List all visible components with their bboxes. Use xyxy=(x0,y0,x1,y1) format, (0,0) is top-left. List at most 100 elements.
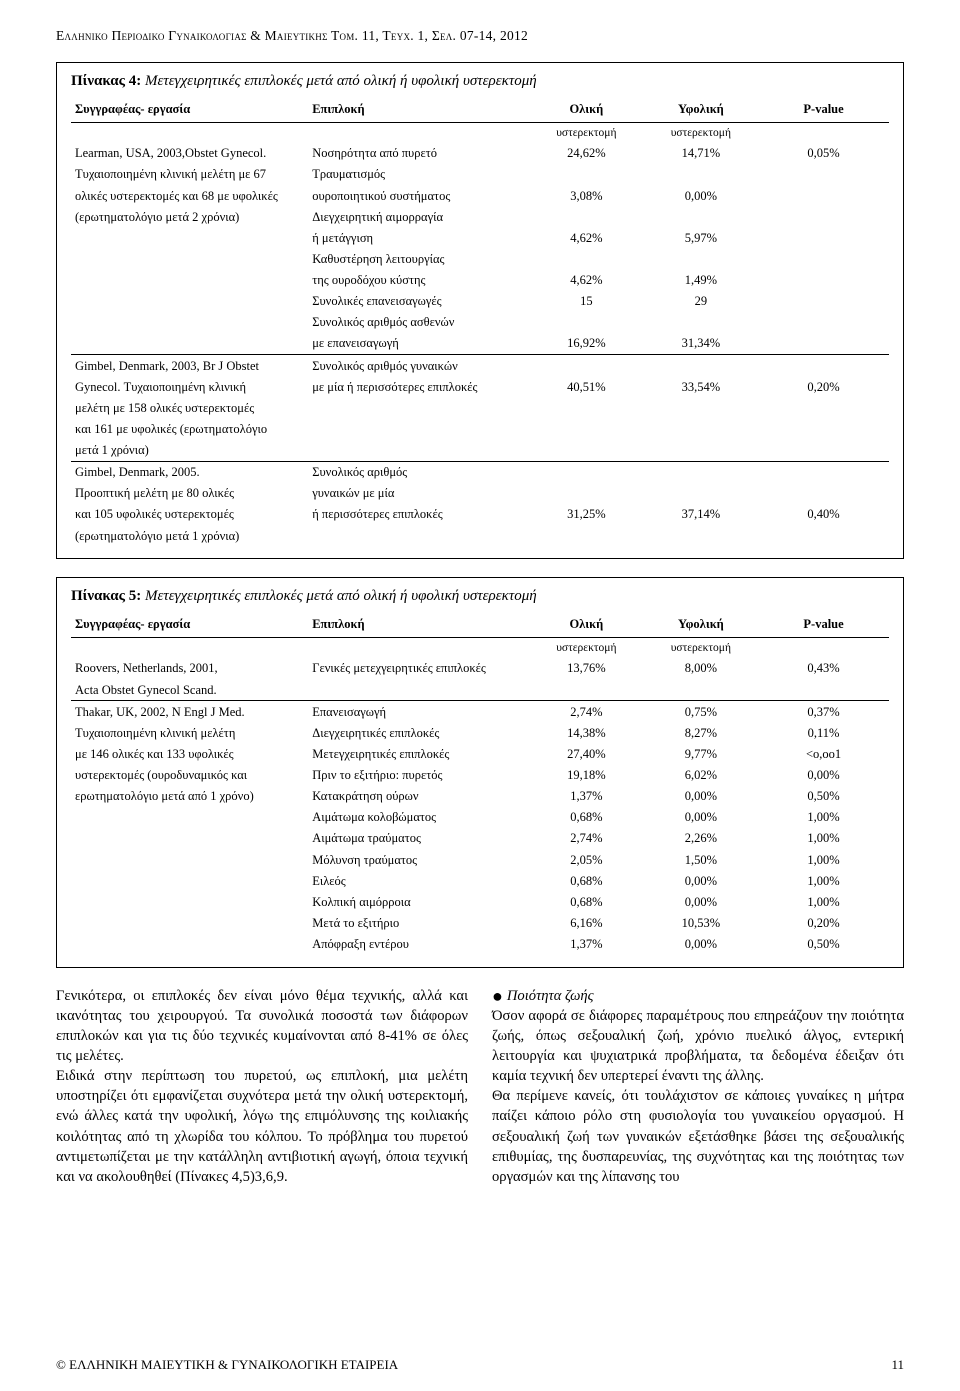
table-cell: 6,16% xyxy=(529,912,644,933)
table-cell: 8,00% xyxy=(644,658,759,679)
table-cell xyxy=(758,440,889,462)
table-cell: ουροποιητικού συστήματος xyxy=(308,185,529,206)
table-cell: Κολπική αιμόρροια xyxy=(308,891,529,912)
table-cell: ή περισσότερες επιπλοκές xyxy=(308,504,529,525)
th-subtotal: Υφολική xyxy=(644,98,759,123)
table-cell: 19,18% xyxy=(529,765,644,786)
table-row: Αιμάτωμα κολοβώματος0,68%0,00%1,00% xyxy=(71,807,889,828)
table-cell: 3,08% xyxy=(529,185,644,206)
table-4: Συγγραφέας- εργασία Επιπλοκή Ολική Υφολι… xyxy=(71,98,889,546)
table-cell: Ειλεός xyxy=(308,870,529,891)
table-cell xyxy=(758,206,889,227)
table-cell xyxy=(71,828,308,849)
table-cell: Νοσηρότητα από πυρετό xyxy=(308,143,529,164)
table-5-subhead: υστερεκτομή υστερεκτομή xyxy=(71,638,889,658)
table-cell xyxy=(758,185,889,206)
table-cell xyxy=(529,440,644,462)
table-cell: 0,00% xyxy=(644,870,759,891)
table-cell xyxy=(758,418,889,439)
page-number: 11 xyxy=(891,1357,904,1373)
th-subtotal: Υφολική xyxy=(644,613,759,638)
table-5-title-lead: Πίνακας 5: xyxy=(71,588,141,604)
running-head: Ελληνικο Περιοδικο Γυναικολογιασ & Μαιευ… xyxy=(56,28,904,44)
quality-of-life-heading: ●Ποιότητα ζωής xyxy=(492,986,904,1006)
table-cell xyxy=(71,248,308,269)
table-cell xyxy=(644,312,759,333)
table-row: Μετά το εξιτήριο6,16%10,53%0,20% xyxy=(71,912,889,933)
table-cell: μετά 1 χρόνια) xyxy=(71,440,308,462)
table-cell: 0,68% xyxy=(529,891,644,912)
table-row: Συνολικές επανεισαγωγές1529 xyxy=(71,291,889,312)
th-pvalue: P-value xyxy=(758,98,889,123)
table-cell xyxy=(71,807,308,828)
table-row: (ερωτηματολόγιο μετά 1 χρόνια) xyxy=(71,525,889,546)
table-cell xyxy=(71,333,308,355)
table-cell xyxy=(529,525,644,546)
table-cell xyxy=(529,461,644,483)
page-footer: © ΕΛΛΗΝΙΚΗ ΜΑΙΕΥΤΙΚΗ & ΓΥΝΑΙΚΟΛΟΓΙΚΗ ΕΤΑ… xyxy=(56,1357,904,1373)
table-row: Καθυστέρηση λειτουργίας xyxy=(71,248,889,269)
table-cell: 2,74% xyxy=(529,701,644,723)
table-cell: 0,00% xyxy=(644,891,759,912)
table-cell: 10,53% xyxy=(644,912,759,933)
table-cell: Μόλυνση τραύματος xyxy=(308,849,529,870)
table-cell: 0,00% xyxy=(644,185,759,206)
table-cell: 0,40% xyxy=(758,504,889,525)
table-4-title-lead: Πίνακας 4: xyxy=(71,73,141,89)
table-cell xyxy=(529,679,644,701)
table-4-body: υστερεκτομή υστερεκτομή Learman, USA, 20… xyxy=(71,123,889,547)
table-cell xyxy=(71,934,308,955)
table-row: Απόφραξη εντέρου1,37%0,00%0,50% xyxy=(71,934,889,955)
table-cell xyxy=(529,312,644,333)
table-row: Thakar, UK, 2002, N Engl J Med.Επανεισαγ… xyxy=(71,701,889,723)
table-cell: <ο,οο1 xyxy=(758,743,889,764)
table-5-body: υστερεκτομή υστερεκτομή Roovers, Netherl… xyxy=(71,638,889,955)
table-4-subhead: υστερεκτομή υστερεκτομή xyxy=(71,123,889,143)
table-row: Acta Obstet Gynecol Scand. xyxy=(71,679,889,701)
table-row: Gynecol. Τυχαιοποιημένη κλινικήμε μία ή … xyxy=(71,376,889,397)
table-cell xyxy=(71,849,308,870)
table-cell: 33,54% xyxy=(644,376,759,397)
table-cell: 0,43% xyxy=(758,658,889,679)
table-row: ερωτηματολόγιο μετά από 1 χρόνο)Κατακράτ… xyxy=(71,786,889,807)
body-columns: Γενικότερα, οι επιπλοκές δεν είναι μόνο … xyxy=(56,986,904,1187)
table-cell xyxy=(758,291,889,312)
table-cell: 1,49% xyxy=(644,270,759,291)
table-cell: 14,38% xyxy=(529,722,644,743)
table-cell: 0,05% xyxy=(758,143,889,164)
table-cell xyxy=(758,270,889,291)
table-cell xyxy=(758,679,889,701)
table-cell: 2,74% xyxy=(529,828,644,849)
table-row: με επανεισαγωγή16,92%31,34% xyxy=(71,333,889,355)
table-cell: ολικές υστερεκτομές και 68 με υφολικές xyxy=(71,185,308,206)
table-cell: 16,92% xyxy=(529,333,644,355)
table-cell: Gimbel, Denmark, 2005. xyxy=(71,461,308,483)
table-cell: 0,00% xyxy=(644,807,759,828)
table-cell: Acta Obstet Gynecol Scand. xyxy=(71,679,308,701)
body-left-paragraph: Γενικότερα, οι επιπλοκές δεν είναι μόνο … xyxy=(56,986,468,1187)
table-row: Roovers, Netherlands, 2001,Γενικές μετεχ… xyxy=(71,658,889,679)
table-cell xyxy=(758,312,889,333)
table-cell xyxy=(644,525,759,546)
table-cell: 27,40% xyxy=(529,743,644,764)
table-cell: 1,00% xyxy=(758,807,889,828)
table-cell: Μετεγχειρητικές επιπλοκές xyxy=(308,743,529,764)
table-cell xyxy=(71,270,308,291)
table-cell: 0,37% xyxy=(758,701,889,723)
table-cell: 0,50% xyxy=(758,786,889,807)
table-row: Τυχαιοποιημένη κλινική μελέτη με 67Τραυμ… xyxy=(71,164,889,185)
table-cell xyxy=(644,461,759,483)
table-cell xyxy=(758,483,889,504)
th-author: Συγγραφέας- εργασία xyxy=(71,613,308,638)
table-cell: 0,20% xyxy=(758,912,889,933)
table-cell: 40,51% xyxy=(529,376,644,397)
table-cell: 0,68% xyxy=(529,807,644,828)
table-cell xyxy=(758,164,889,185)
table-cell: 5,97% xyxy=(644,227,759,248)
table-row: και 161 με υφολικές (ερωτηματολόγιο xyxy=(71,418,889,439)
table-row: υστερεκτομές (ουροδυναμικός καιΠριν το ε… xyxy=(71,765,889,786)
table-row: Κολπική αιμόρροια0,68%0,00%1,00% xyxy=(71,891,889,912)
footer-copyright: © ΕΛΛΗΝΙΚΗ ΜΑΙΕΥΤΙΚΗ & ΓΥΝΑΙΚΟΛΟΓΙΚΗ ΕΤΑ… xyxy=(56,1357,398,1373)
table-cell xyxy=(308,679,529,701)
th-author: Συγγραφέας- εργασία xyxy=(71,98,308,123)
